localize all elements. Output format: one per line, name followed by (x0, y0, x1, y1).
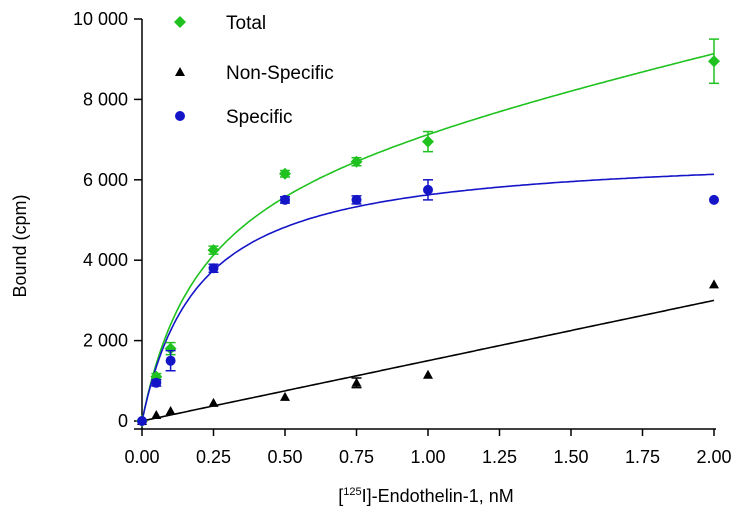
legend-label-specific: Specific (226, 107, 293, 128)
y-axis-label: Bound (cpm) (10, 194, 30, 297)
point-non-specific (151, 409, 162, 419)
x-axis-label-suffix: I]-Endothelin-1, nM (362, 486, 514, 506)
point-specific (151, 377, 162, 388)
point-total (279, 167, 291, 180)
legend-label-total: Total (226, 13, 266, 34)
point-specific (165, 355, 176, 366)
y-tick-label: 8 000 (83, 89, 128, 109)
legend-marker-non-specific (175, 67, 185, 76)
x-tick-label: 2.00 (696, 447, 731, 467)
point-non-specific (165, 405, 176, 415)
point-specific (137, 416, 147, 426)
point-non-specific (351, 377, 362, 387)
x-tick-label: 1.50 (553, 447, 588, 467)
x-axis-label-superscript: 125 (343, 486, 361, 498)
point-specific (280, 194, 290, 205)
x-tick-label: 0.00 (124, 447, 159, 467)
fit-curve-non-specific (141, 299, 715, 422)
point-specific (208, 263, 219, 274)
y-tick-label: 10 000 (73, 9, 128, 29)
point-total (164, 342, 177, 355)
x-tick-label: 0.25 (196, 447, 231, 467)
x-tick-label: 1.75 (625, 447, 660, 467)
point-total (350, 155, 363, 168)
x-axis-label: [125I]-Endothelin-1, nM (338, 486, 513, 506)
axes-group: 0 2 000 4 000 6 000 8 000 10 000 0.00 0.25 0.50 0… (73, 9, 732, 467)
x-tick-label: 1.00 (410, 447, 445, 467)
x-tick-label: 1.25 (482, 447, 517, 467)
legend-label-non-specific: Non-Specific (226, 63, 334, 84)
point-total (207, 244, 220, 257)
point-total (708, 55, 720, 68)
y-tick-label: 4 000 (83, 250, 128, 270)
y-tick-label: 0 (118, 411, 128, 431)
point-specific (709, 194, 719, 205)
point-total (422, 135, 434, 148)
point-non-specific (280, 391, 290, 401)
fit-curve-specific (141, 173, 715, 422)
x-tick-label: 0.50 (267, 447, 302, 467)
point-non-specific (709, 279, 719, 289)
point-non-specific (208, 397, 219, 407)
data-points (136, 38, 720, 427)
y-tick-label: 6 000 (83, 170, 128, 190)
y-tick-label: 2 000 (83, 331, 128, 351)
legend: Total Non-Specific Specific (174, 13, 334, 128)
x-axis-label-prefix: [ (338, 486, 343, 506)
legend-marker-specific (175, 111, 185, 121)
point-non-specific (423, 369, 433, 379)
point-specific (351, 194, 362, 205)
point-specific (423, 184, 433, 195)
x-tick-label: 0.75 (339, 447, 374, 467)
legend-marker-total (174, 16, 186, 28)
